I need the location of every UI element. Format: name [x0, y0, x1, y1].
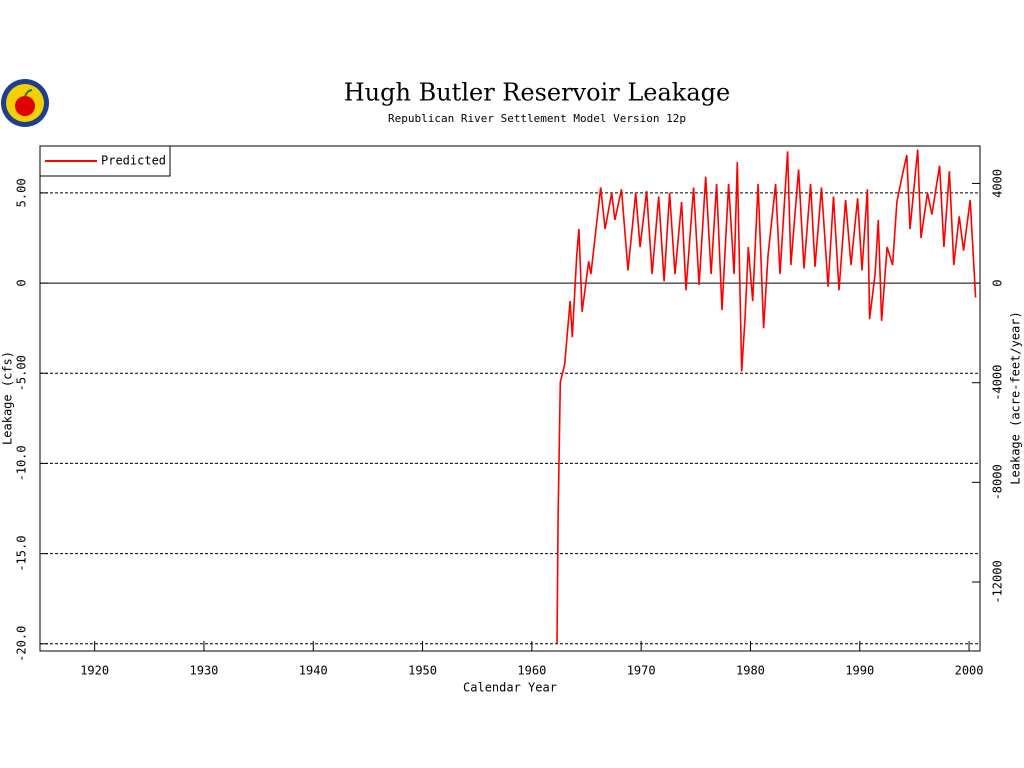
- y2-tick-label: -12000: [991, 560, 1005, 603]
- y-tick-label: -5.00: [15, 355, 29, 391]
- y-tick-label: -10.0: [15, 445, 29, 481]
- y2-tick-label: -4000: [991, 365, 1005, 401]
- y-tick-label: 5.00: [15, 178, 29, 207]
- legend-label: Predicted: [101, 154, 166, 168]
- x-tick-label: 1950: [408, 664, 437, 678]
- chart-subtitle: Republican River Settlement Model Versio…: [388, 112, 686, 125]
- y2-tick-label: 0: [991, 279, 1005, 286]
- y-tick-label: -15.0: [15, 536, 29, 572]
- logo: [1, 79, 49, 127]
- x-tick-label: 2000: [955, 664, 984, 678]
- y2-tick-label: 4000: [991, 169, 1005, 198]
- x-tick-label: 1920: [80, 664, 109, 678]
- x-tick-label: 1980: [736, 664, 765, 678]
- y-tick-label: -20.0: [15, 626, 29, 662]
- data-line: [556, 149, 977, 644]
- y-tick-label: 0: [15, 279, 29, 286]
- x-tick-label: 1970: [627, 664, 656, 678]
- y2-axis-label: Leakage (acre-feet/year): [1009, 311, 1023, 484]
- chart-title: Hugh Butler Reservoir Leakage: [344, 79, 730, 107]
- y2-tick-label: -8000: [991, 464, 1005, 500]
- x-tick-label: 1990: [845, 664, 874, 678]
- x-axis-label: Calendar Year: [463, 681, 557, 695]
- x-tick-label: 1960: [517, 664, 546, 678]
- y-axis-label: Leakage (cfs): [1, 351, 15, 445]
- x-tick-label: 1940: [299, 664, 328, 678]
- x-tick-label: 1930: [190, 664, 219, 678]
- plot-frame: [39, 145, 981, 652]
